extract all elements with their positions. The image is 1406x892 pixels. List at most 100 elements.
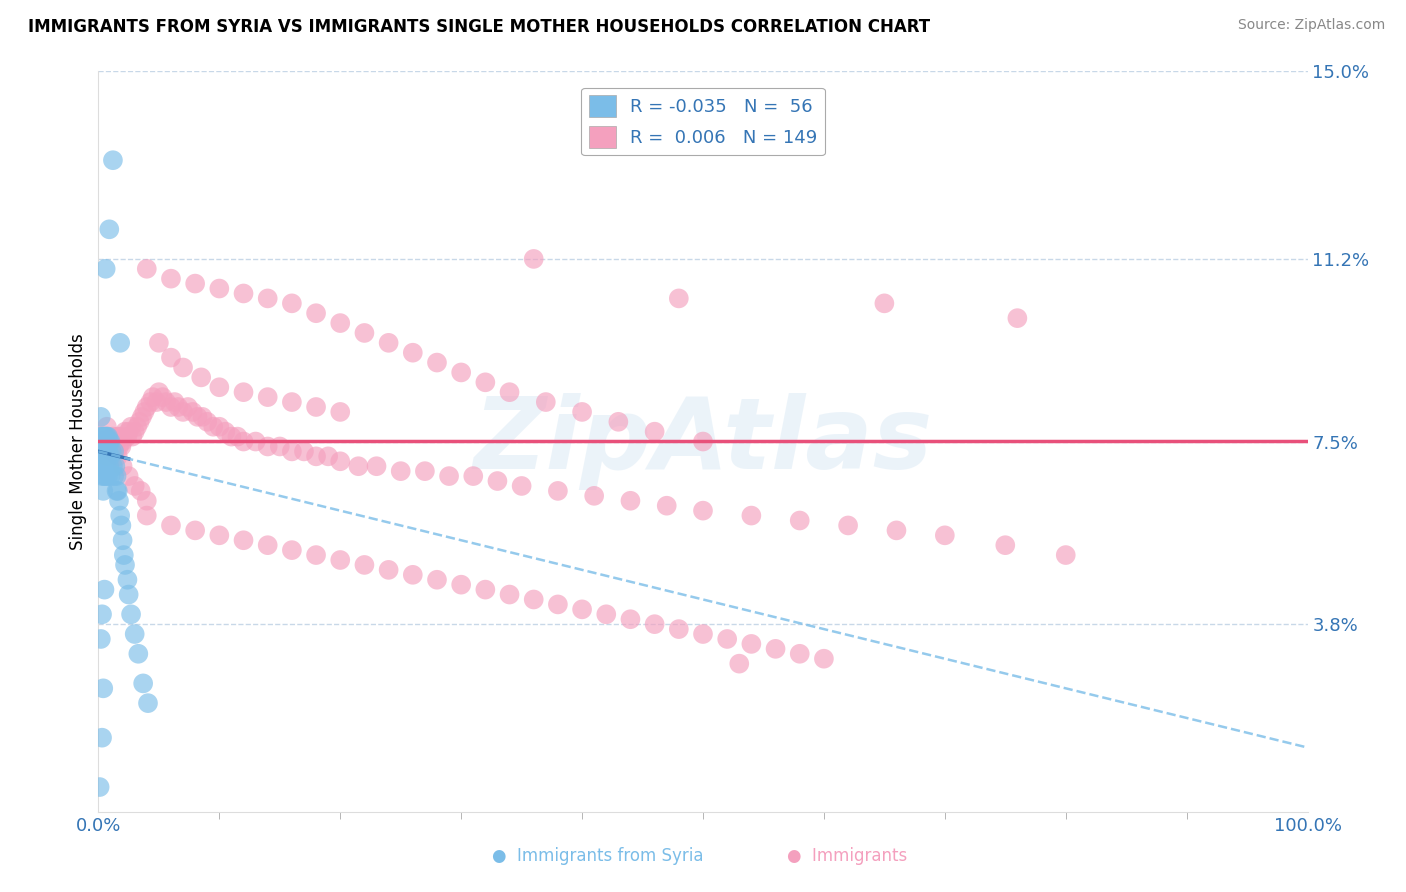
Point xyxy=(172,360,194,375)
Point xyxy=(256,292,278,306)
Point xyxy=(181,405,204,419)
Point xyxy=(90,434,112,449)
Point xyxy=(100,434,122,449)
Point xyxy=(692,434,714,449)
Point xyxy=(450,366,472,380)
Point xyxy=(135,400,157,414)
Point xyxy=(131,409,153,424)
Point xyxy=(837,518,859,533)
Point xyxy=(93,469,115,483)
Point xyxy=(305,400,328,414)
Point xyxy=(474,582,496,597)
Point xyxy=(655,499,678,513)
Point xyxy=(232,533,254,548)
Point xyxy=(232,434,254,449)
Point xyxy=(89,429,111,443)
Point xyxy=(281,543,304,558)
Point xyxy=(94,450,117,464)
Point xyxy=(90,632,112,646)
Point xyxy=(269,440,291,454)
Point xyxy=(347,459,370,474)
Point xyxy=(93,434,115,449)
Point xyxy=(118,469,141,483)
Point xyxy=(498,588,520,602)
Point xyxy=(668,292,690,306)
Point xyxy=(463,469,485,483)
Point xyxy=(692,503,714,517)
Point xyxy=(91,483,114,498)
Point xyxy=(160,400,183,414)
Point xyxy=(329,316,352,330)
Point xyxy=(437,469,460,483)
Point xyxy=(619,493,641,508)
Point xyxy=(103,469,125,483)
Point xyxy=(728,657,751,671)
Text: IMMIGRANTS FROM SYRIA VS IMMIGRANTS SINGLE MOTHER HOUSEHOLDS CORRELATION CHART: IMMIGRANTS FROM SYRIA VS IMMIGRANTS SING… xyxy=(28,18,931,36)
Point xyxy=(135,508,157,523)
Point xyxy=(96,450,118,464)
Point xyxy=(292,444,315,458)
Point xyxy=(89,450,111,464)
Point xyxy=(96,429,118,443)
Point xyxy=(108,335,131,350)
Point xyxy=(90,440,112,454)
Point xyxy=(111,434,134,449)
Point xyxy=(114,425,136,439)
Point xyxy=(142,390,165,404)
Point xyxy=(498,385,520,400)
Point xyxy=(329,405,352,419)
Point xyxy=(523,252,546,266)
Point xyxy=(107,483,129,498)
Point xyxy=(583,489,606,503)
Point xyxy=(474,376,496,390)
Point xyxy=(740,508,762,523)
Point xyxy=(94,261,117,276)
Point xyxy=(132,676,155,690)
Point xyxy=(107,450,129,464)
Point xyxy=(155,395,177,409)
Point xyxy=(426,355,449,369)
Point xyxy=(124,479,146,493)
Point xyxy=(90,459,112,474)
Point xyxy=(94,434,117,449)
Point xyxy=(121,429,143,443)
Point xyxy=(108,429,131,443)
Point xyxy=(114,558,136,572)
Text: Source: ZipAtlas.com: Source: ZipAtlas.com xyxy=(1237,18,1385,32)
Point xyxy=(232,286,254,301)
Point xyxy=(120,419,142,434)
Point xyxy=(105,469,128,483)
Point xyxy=(93,459,115,474)
Point xyxy=(191,409,214,424)
Point xyxy=(245,434,267,449)
Point xyxy=(510,479,533,493)
Point xyxy=(108,508,131,523)
Point xyxy=(97,469,120,483)
Point xyxy=(91,429,114,443)
Point xyxy=(668,622,690,636)
Point xyxy=(160,518,183,533)
Point xyxy=(98,459,121,474)
Point xyxy=(105,483,128,498)
Point xyxy=(127,419,149,434)
Point xyxy=(98,434,121,449)
Point xyxy=(91,681,114,696)
Point xyxy=(91,459,114,474)
Point xyxy=(89,780,111,794)
Point xyxy=(177,400,200,414)
Point xyxy=(118,425,141,439)
Point xyxy=(184,277,207,291)
Point xyxy=(789,647,811,661)
Point xyxy=(994,538,1017,552)
Point xyxy=(91,444,114,458)
Point xyxy=(94,429,117,443)
Point xyxy=(934,528,956,542)
Point xyxy=(644,425,666,439)
Point xyxy=(120,607,142,622)
Point xyxy=(789,514,811,528)
Point xyxy=(187,409,209,424)
Point xyxy=(98,222,121,236)
Point xyxy=(450,577,472,591)
Point xyxy=(100,444,122,458)
Point xyxy=(167,400,190,414)
